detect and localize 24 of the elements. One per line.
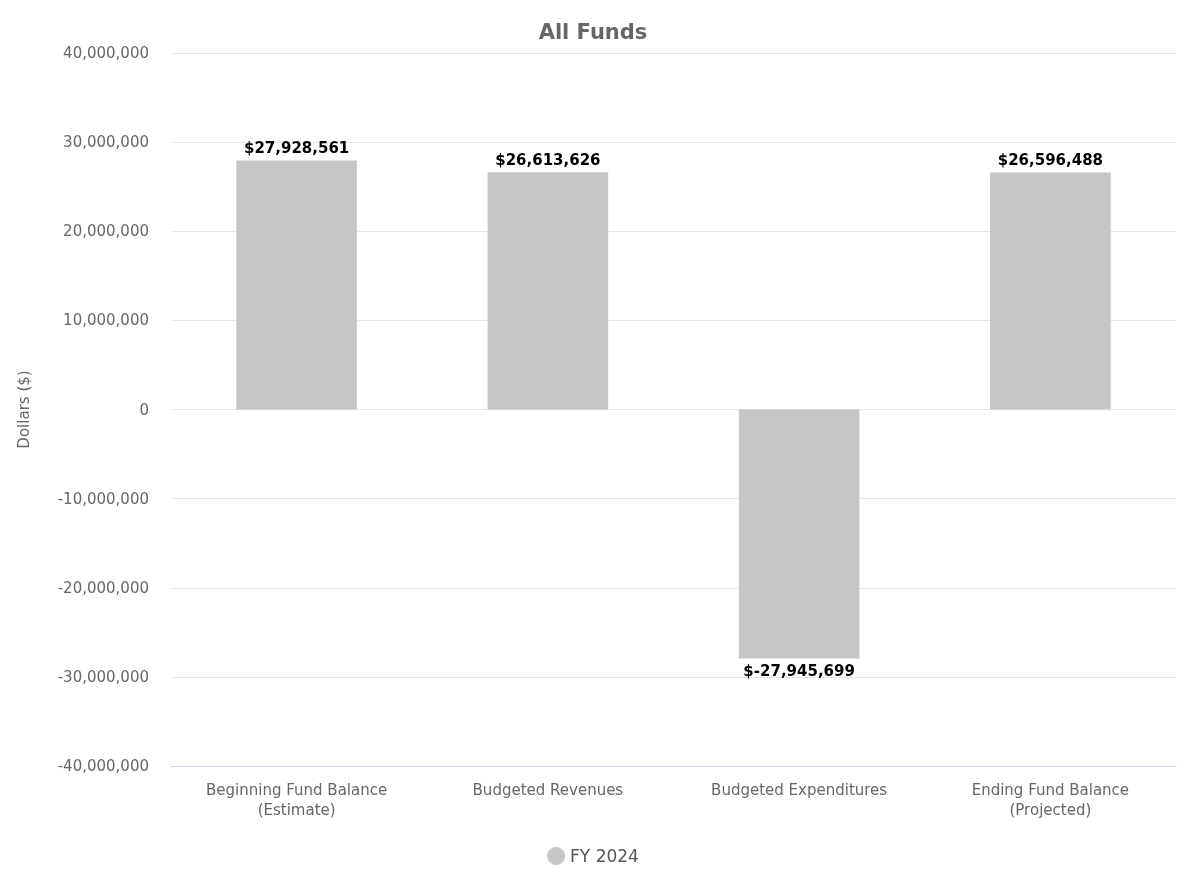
- x-tick-label: Ending Fund Balance (Projected): [971, 781, 1130, 819]
- legend-label: FY 2024: [570, 846, 639, 866]
- y-tick-label: 20,000,000: [63, 222, 149, 241]
- y-tick-label: -20,000,000: [57, 578, 149, 597]
- data-label: $26,596,488: [997, 150, 1104, 169]
- bar: [236, 160, 357, 410]
- y-tick-label: 30,000,000: [63, 133, 149, 152]
- bar: [487, 172, 609, 410]
- y-tick-label: -30,000,000: [57, 667, 149, 686]
- x-tick-label: Budgeted Expenditures: [711, 781, 888, 799]
- bar: [738, 409, 860, 659]
- chart-title: All Funds: [538, 19, 648, 44]
- y-tick-label: -10,000,000: [57, 489, 149, 508]
- y-tick-label: 0: [139, 400, 149, 419]
- data-label: $-27,945,699: [743, 662, 855, 681]
- y-tick-label: 10,000,000: [63, 311, 149, 330]
- y-axis-title: Dollars ($): [14, 370, 33, 449]
- y-tick-label: 40,000,000: [63, 44, 149, 62]
- data-label: $27,928,561: [243, 139, 350, 158]
- y-tick-label: -40,000,000: [57, 757, 149, 775]
- x-tick-label: Beginning Fund Balance (Estimate): [206, 781, 388, 819]
- x-tick-label: Budgeted Revenues: [472, 781, 624, 799]
- bar: [990, 172, 1111, 410]
- data-label: $26,613,626: [495, 150, 601, 169]
